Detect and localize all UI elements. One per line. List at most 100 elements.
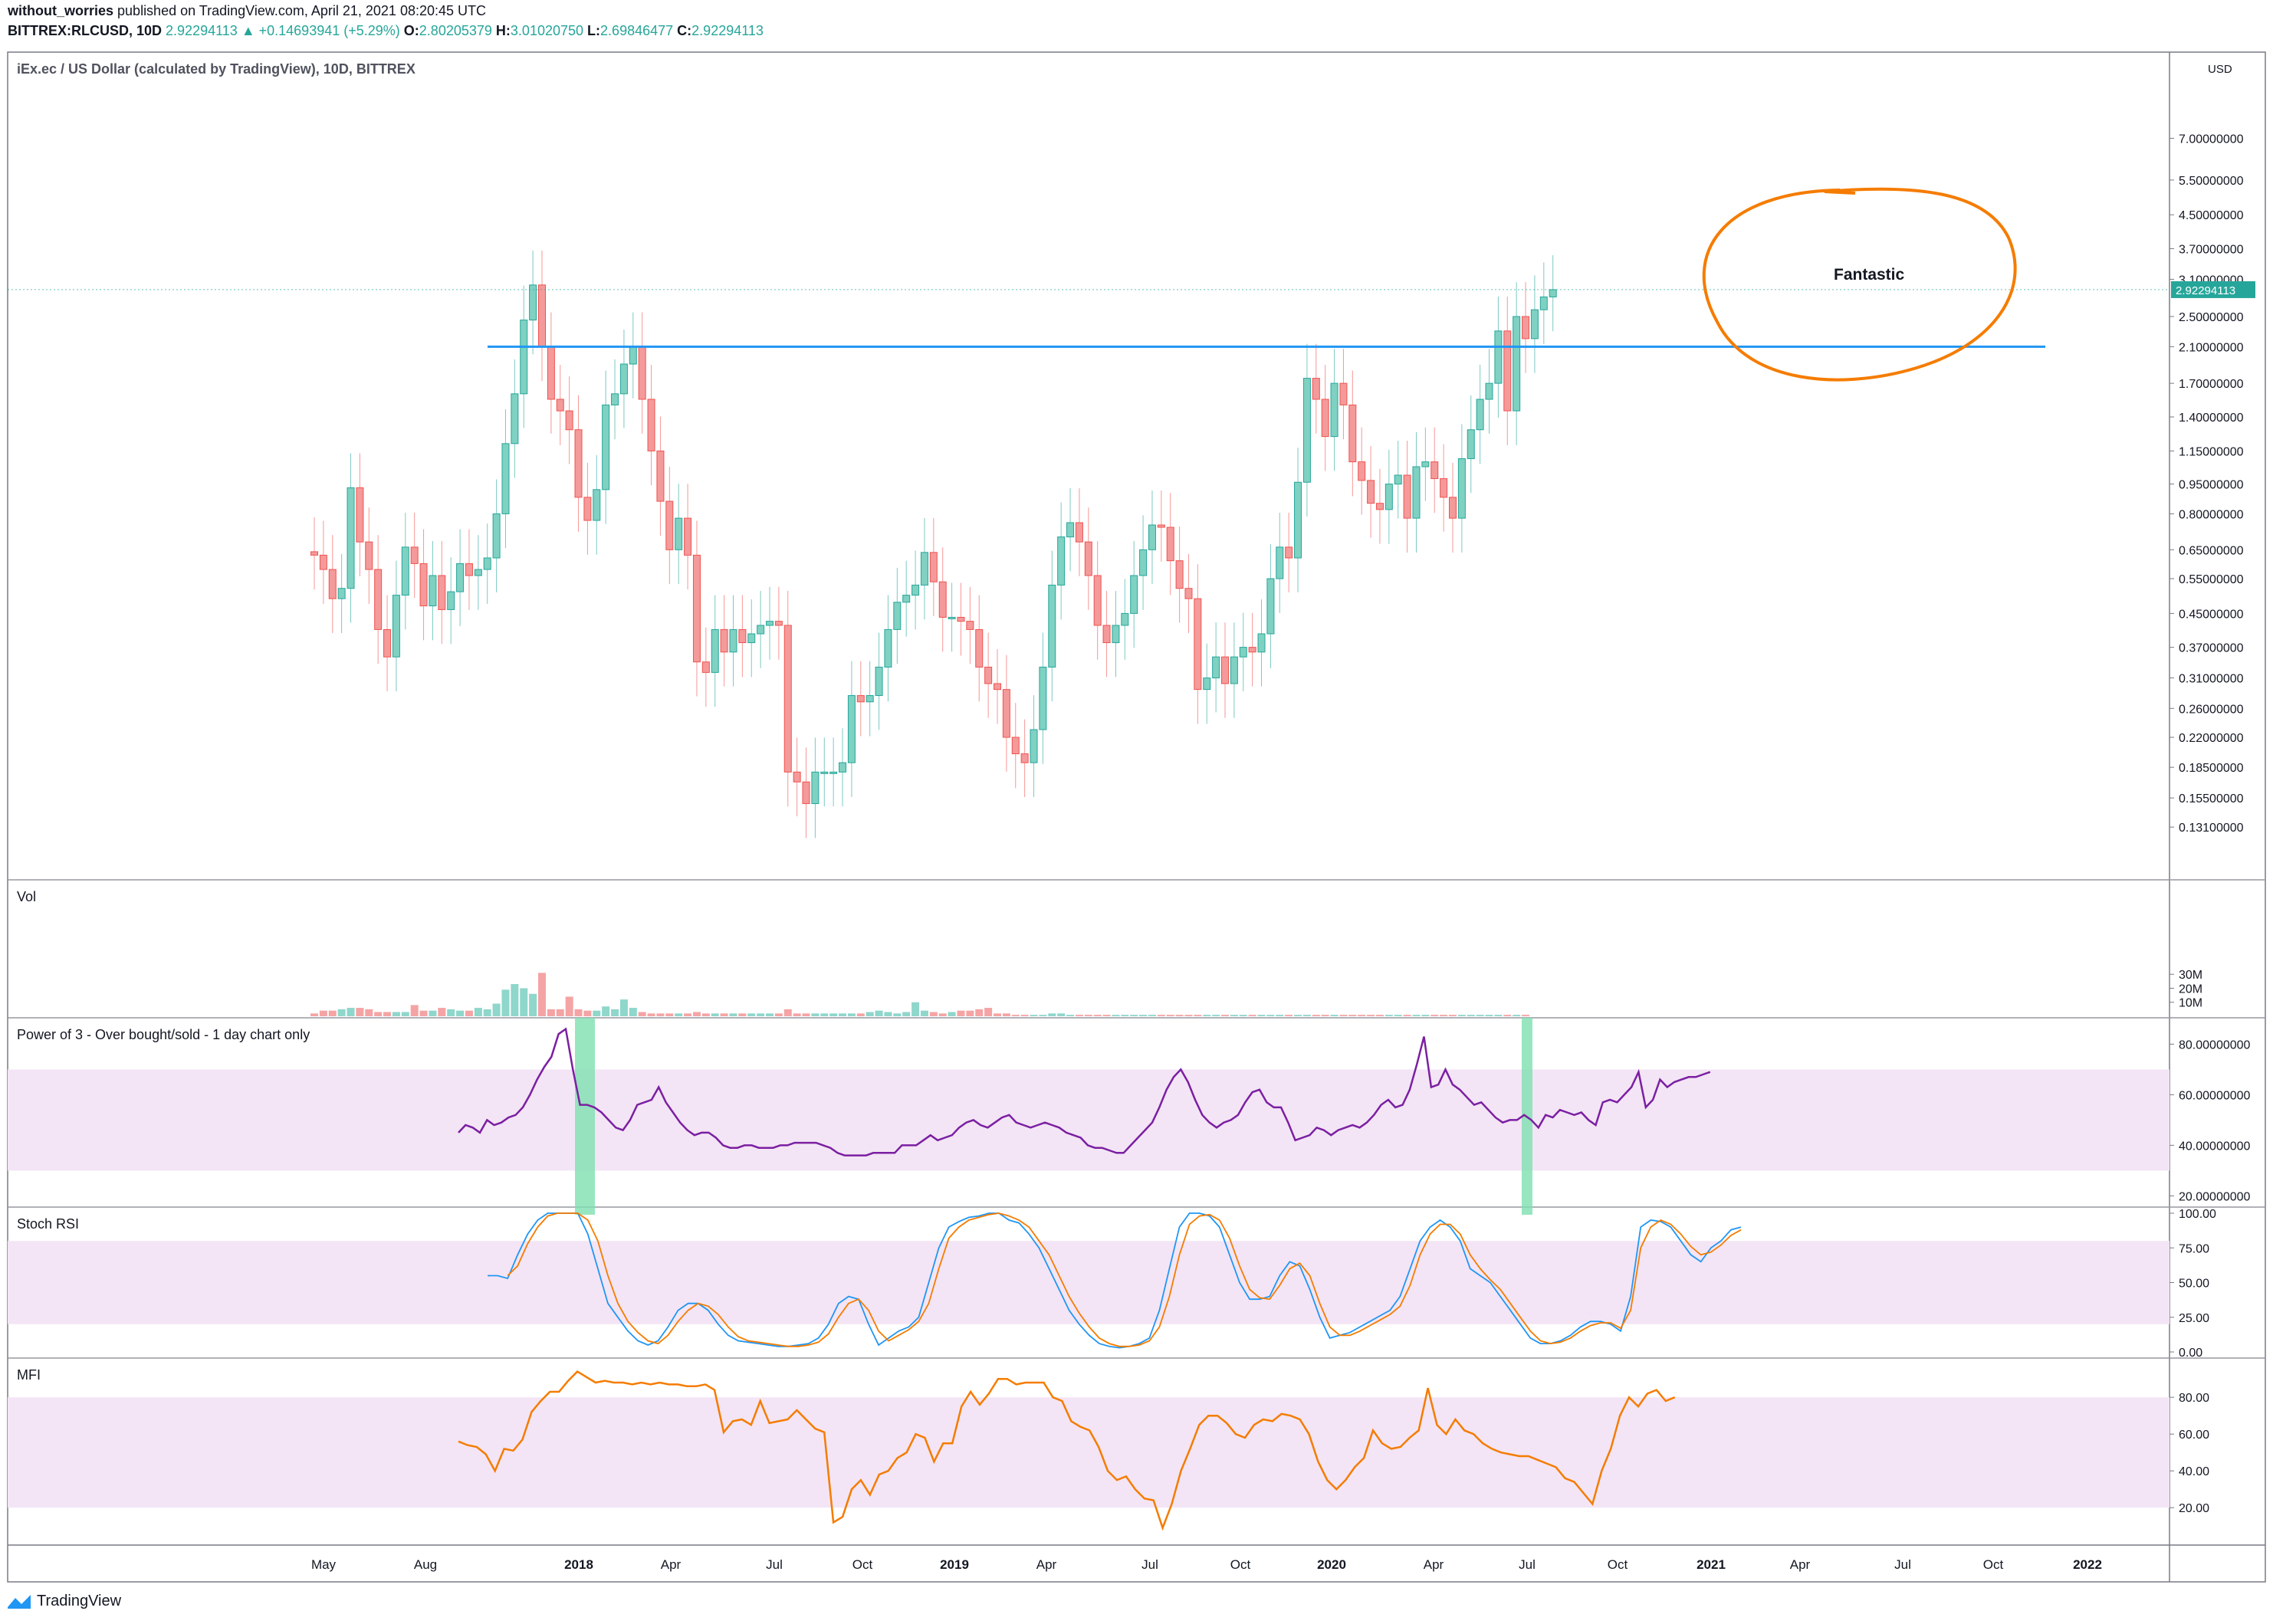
candle-body: [839, 762, 847, 773]
volume-bar: [774, 1013, 783, 1016]
candle-body: [1248, 647, 1256, 653]
candle-body: [1403, 474, 1411, 519]
price-tick-label: 7.00000000: [2179, 133, 2244, 146]
price-tick-label: 0.80000000: [2179, 508, 2244, 521]
candle-body: [757, 625, 765, 635]
low-value: 2.69846477: [600, 23, 674, 38]
main-title: iEx.ec / US Dollar (calculated by Tradin…: [17, 61, 416, 77]
candle-body: [310, 551, 318, 556]
candle-body: [875, 666, 883, 697]
candle-body: [820, 771, 829, 774]
candle-body: [1513, 316, 1521, 412]
overbought-highlight-tail: [575, 1207, 595, 1215]
candle-body: [501, 443, 510, 514]
stoch-rsi-title: Stoch RSI: [17, 1216, 79, 1232]
candle-body: [383, 628, 392, 658]
candle-body: [392, 595, 400, 658]
candle-body: [893, 602, 902, 630]
price-tick-label: 0.45000000: [2179, 608, 2244, 621]
candle-body: [1121, 612, 1129, 626]
author-name[interactable]: without_worries: [8, 3, 114, 18]
close-value: 2.92294113: [691, 23, 764, 38]
volume-tick-label: 30M: [2179, 969, 2202, 982]
stoch-rsi-tick-label: 0.00: [2179, 1347, 2202, 1360]
volume-bar: [783, 1009, 792, 1016]
volume-bar: [1412, 1015, 1421, 1016]
candle-body: [456, 563, 465, 592]
volume-bar: [401, 1012, 409, 1016]
volume-bar: [1057, 1013, 1066, 1016]
publish-info: without_worries published on TradingView…: [8, 3, 486, 19]
candle-body: [1358, 461, 1366, 481]
volume-bar: [957, 1010, 965, 1016]
candle-body: [1339, 382, 1348, 405]
mfi-band: [8, 1397, 2170, 1508]
volume-bar: [1239, 1015, 1247, 1016]
volume-bar: [692, 1012, 701, 1016]
power3-band: [8, 1069, 2170, 1171]
symbol-name[interactable]: BITTREX:RLCUSD, 10D: [8, 23, 163, 38]
mfi-tick-label: 60.00: [2179, 1429, 2209, 1442]
candle-body: [337, 588, 346, 599]
volume-bar: [319, 1010, 327, 1016]
candle-body: [884, 628, 892, 668]
time-axis-label: 2019: [940, 1557, 969, 1572]
mfi-title: MFI: [17, 1367, 41, 1383]
candle-body: [966, 621, 974, 630]
candle-body: [929, 552, 938, 582]
price-change: ▲ +0.14693941 (+5.29%): [241, 23, 400, 38]
time-axis-label: Jul: [766, 1557, 783, 1572]
candle-body: [638, 346, 646, 400]
candle-body: [1522, 316, 1530, 340]
power3-title: Power of 3 - Over bought/sold - 1 day ch…: [17, 1027, 310, 1042]
candle-body: [1285, 546, 1293, 559]
candle-body: [1375, 503, 1384, 510]
candle-body: [1157, 524, 1165, 528]
brand-name: TradingView: [37, 1593, 122, 1609]
candle-body: [1421, 461, 1430, 468]
price-tick-label: 0.65000000: [2179, 544, 2244, 557]
volume-bar: [948, 1012, 956, 1016]
volume-bar: [1294, 1015, 1302, 1016]
candle-body: [374, 569, 383, 630]
volume-bar: [1358, 1015, 1366, 1016]
candle-body: [856, 695, 865, 703]
candle-body: [1330, 382, 1339, 438]
price-tick-label: 0.55000000: [2179, 573, 2244, 586]
volume-bar: [492, 1003, 501, 1016]
candle-body: [1530, 309, 1539, 340]
candle-body: [602, 404, 610, 490]
candle-body: [783, 625, 792, 773]
price-tick-label: 0.13100000: [2179, 822, 2244, 835]
candle-body: [938, 581, 947, 618]
candle-body: [1130, 575, 1138, 614]
tradingview-logo-icon: [8, 1594, 31, 1609]
candle-body: [1539, 296, 1548, 310]
candle-body: [1394, 474, 1402, 485]
time-axis-label: 2021: [1697, 1557, 1726, 1572]
candle-body: [1139, 549, 1148, 576]
price-tick-label: 0.26000000: [2179, 703, 2244, 716]
candle-body: [994, 683, 1001, 691]
price-tick-label: 0.22000000: [2179, 732, 2244, 745]
candle-body: [656, 450, 665, 502]
volume-bar: [438, 1008, 446, 1016]
candle-body: [720, 628, 728, 653]
candle-body: [629, 346, 637, 365]
candle-body: [465, 563, 473, 576]
volume-bar: [1257, 1015, 1266, 1016]
volume-bar: [1075, 1015, 1083, 1016]
candle-body: [1148, 524, 1156, 550]
power3-tick-label: 60.00000000: [2179, 1089, 2251, 1102]
candle-body: [1203, 677, 1211, 691]
volume-bar: [1285, 1015, 1293, 1016]
candle-body: [1549, 289, 1557, 297]
time-axis-label: Apr: [1036, 1557, 1057, 1572]
volume-bar: [720, 1013, 728, 1016]
volume-bar: [474, 1008, 482, 1016]
symbol-info: BITTREX:RLCUSD, 10D 2.92294113 ▲ +0.1469…: [8, 23, 764, 39]
tradingview-brand[interactable]: TradingView: [6, 1593, 121, 1610]
volume-bar: [602, 1006, 610, 1016]
volume-bar: [1203, 1015, 1211, 1016]
